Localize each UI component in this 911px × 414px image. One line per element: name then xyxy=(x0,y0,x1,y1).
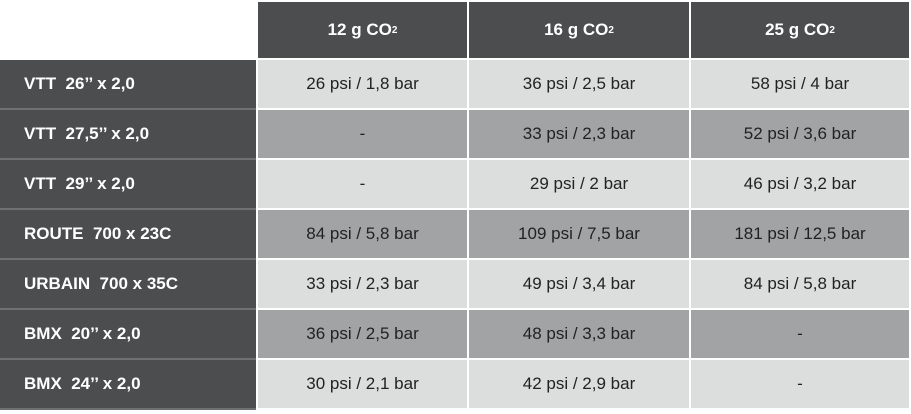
column-header: 16 g CO 2 xyxy=(469,2,689,58)
header-text: 25 g CO xyxy=(765,20,830,39)
column-header: 12 g CO 2 xyxy=(258,2,467,58)
row-label: VTT 26’’ x 2,0 xyxy=(0,60,256,108)
header-subscript: 2 xyxy=(391,24,398,36)
pressure-cell: - xyxy=(258,160,467,208)
header-subscript: 2 xyxy=(829,24,835,36)
corner-cell xyxy=(0,2,256,58)
pressure-cell: 181 psi / 12,5 bar xyxy=(691,210,909,258)
pressure-cell: 29 psi / 2 bar xyxy=(469,160,689,208)
pressure-cell: 36 psi / 2,5 bar xyxy=(258,310,467,358)
column-header: 25 g CO 2 xyxy=(691,2,909,58)
pressure-cell: 30 psi / 2,1 bar xyxy=(258,360,467,408)
header-subscript: 2 xyxy=(608,24,614,36)
pressure-cell: 46 psi / 3,2 bar xyxy=(691,160,909,208)
pressure-cell: 84 psi / 5,8 bar xyxy=(258,210,467,258)
pressure-cell: 33 psi / 2,3 bar xyxy=(258,260,467,308)
pressure-cell: 84 psi / 5,8 bar xyxy=(691,260,909,308)
row-label: VTT 27,5’’ x 2,0 xyxy=(0,110,256,158)
pressure-cell: 48 psi / 3,3 bar xyxy=(469,310,689,358)
pressure-cell: 33 psi / 2,3 bar xyxy=(469,110,689,158)
pressure-cell: 49 psi / 3,4 bar xyxy=(469,260,689,308)
pressure-cell: 58 psi / 4 bar xyxy=(691,60,909,108)
row-label: ROUTE 700 x 23C xyxy=(0,210,256,258)
header-text: 16 g CO xyxy=(544,20,609,39)
row-label: VTT 29’’ x 2,0 xyxy=(0,160,256,208)
pressure-cell: - xyxy=(691,310,909,358)
header-text: 12 g CO xyxy=(327,20,392,39)
pressure-cell: 26 psi / 1,8 bar xyxy=(258,60,467,108)
row-label: BMX 24’’ x 2,0 xyxy=(0,360,256,408)
pressure-cell: 52 psi / 3,6 bar xyxy=(691,110,909,158)
pressure-cell: 109 psi / 7,5 bar xyxy=(469,210,689,258)
row-label: URBAIN 700 x 35C xyxy=(0,260,256,308)
pressure-cell: 36 psi / 2,5 bar xyxy=(469,60,689,108)
pressure-cell: 42 psi / 2,9 bar xyxy=(469,360,689,408)
pressure-cell: - xyxy=(258,110,467,158)
pressure-cell: - xyxy=(691,360,909,408)
row-label: BMX 20’’ x 2,0 xyxy=(0,310,256,358)
